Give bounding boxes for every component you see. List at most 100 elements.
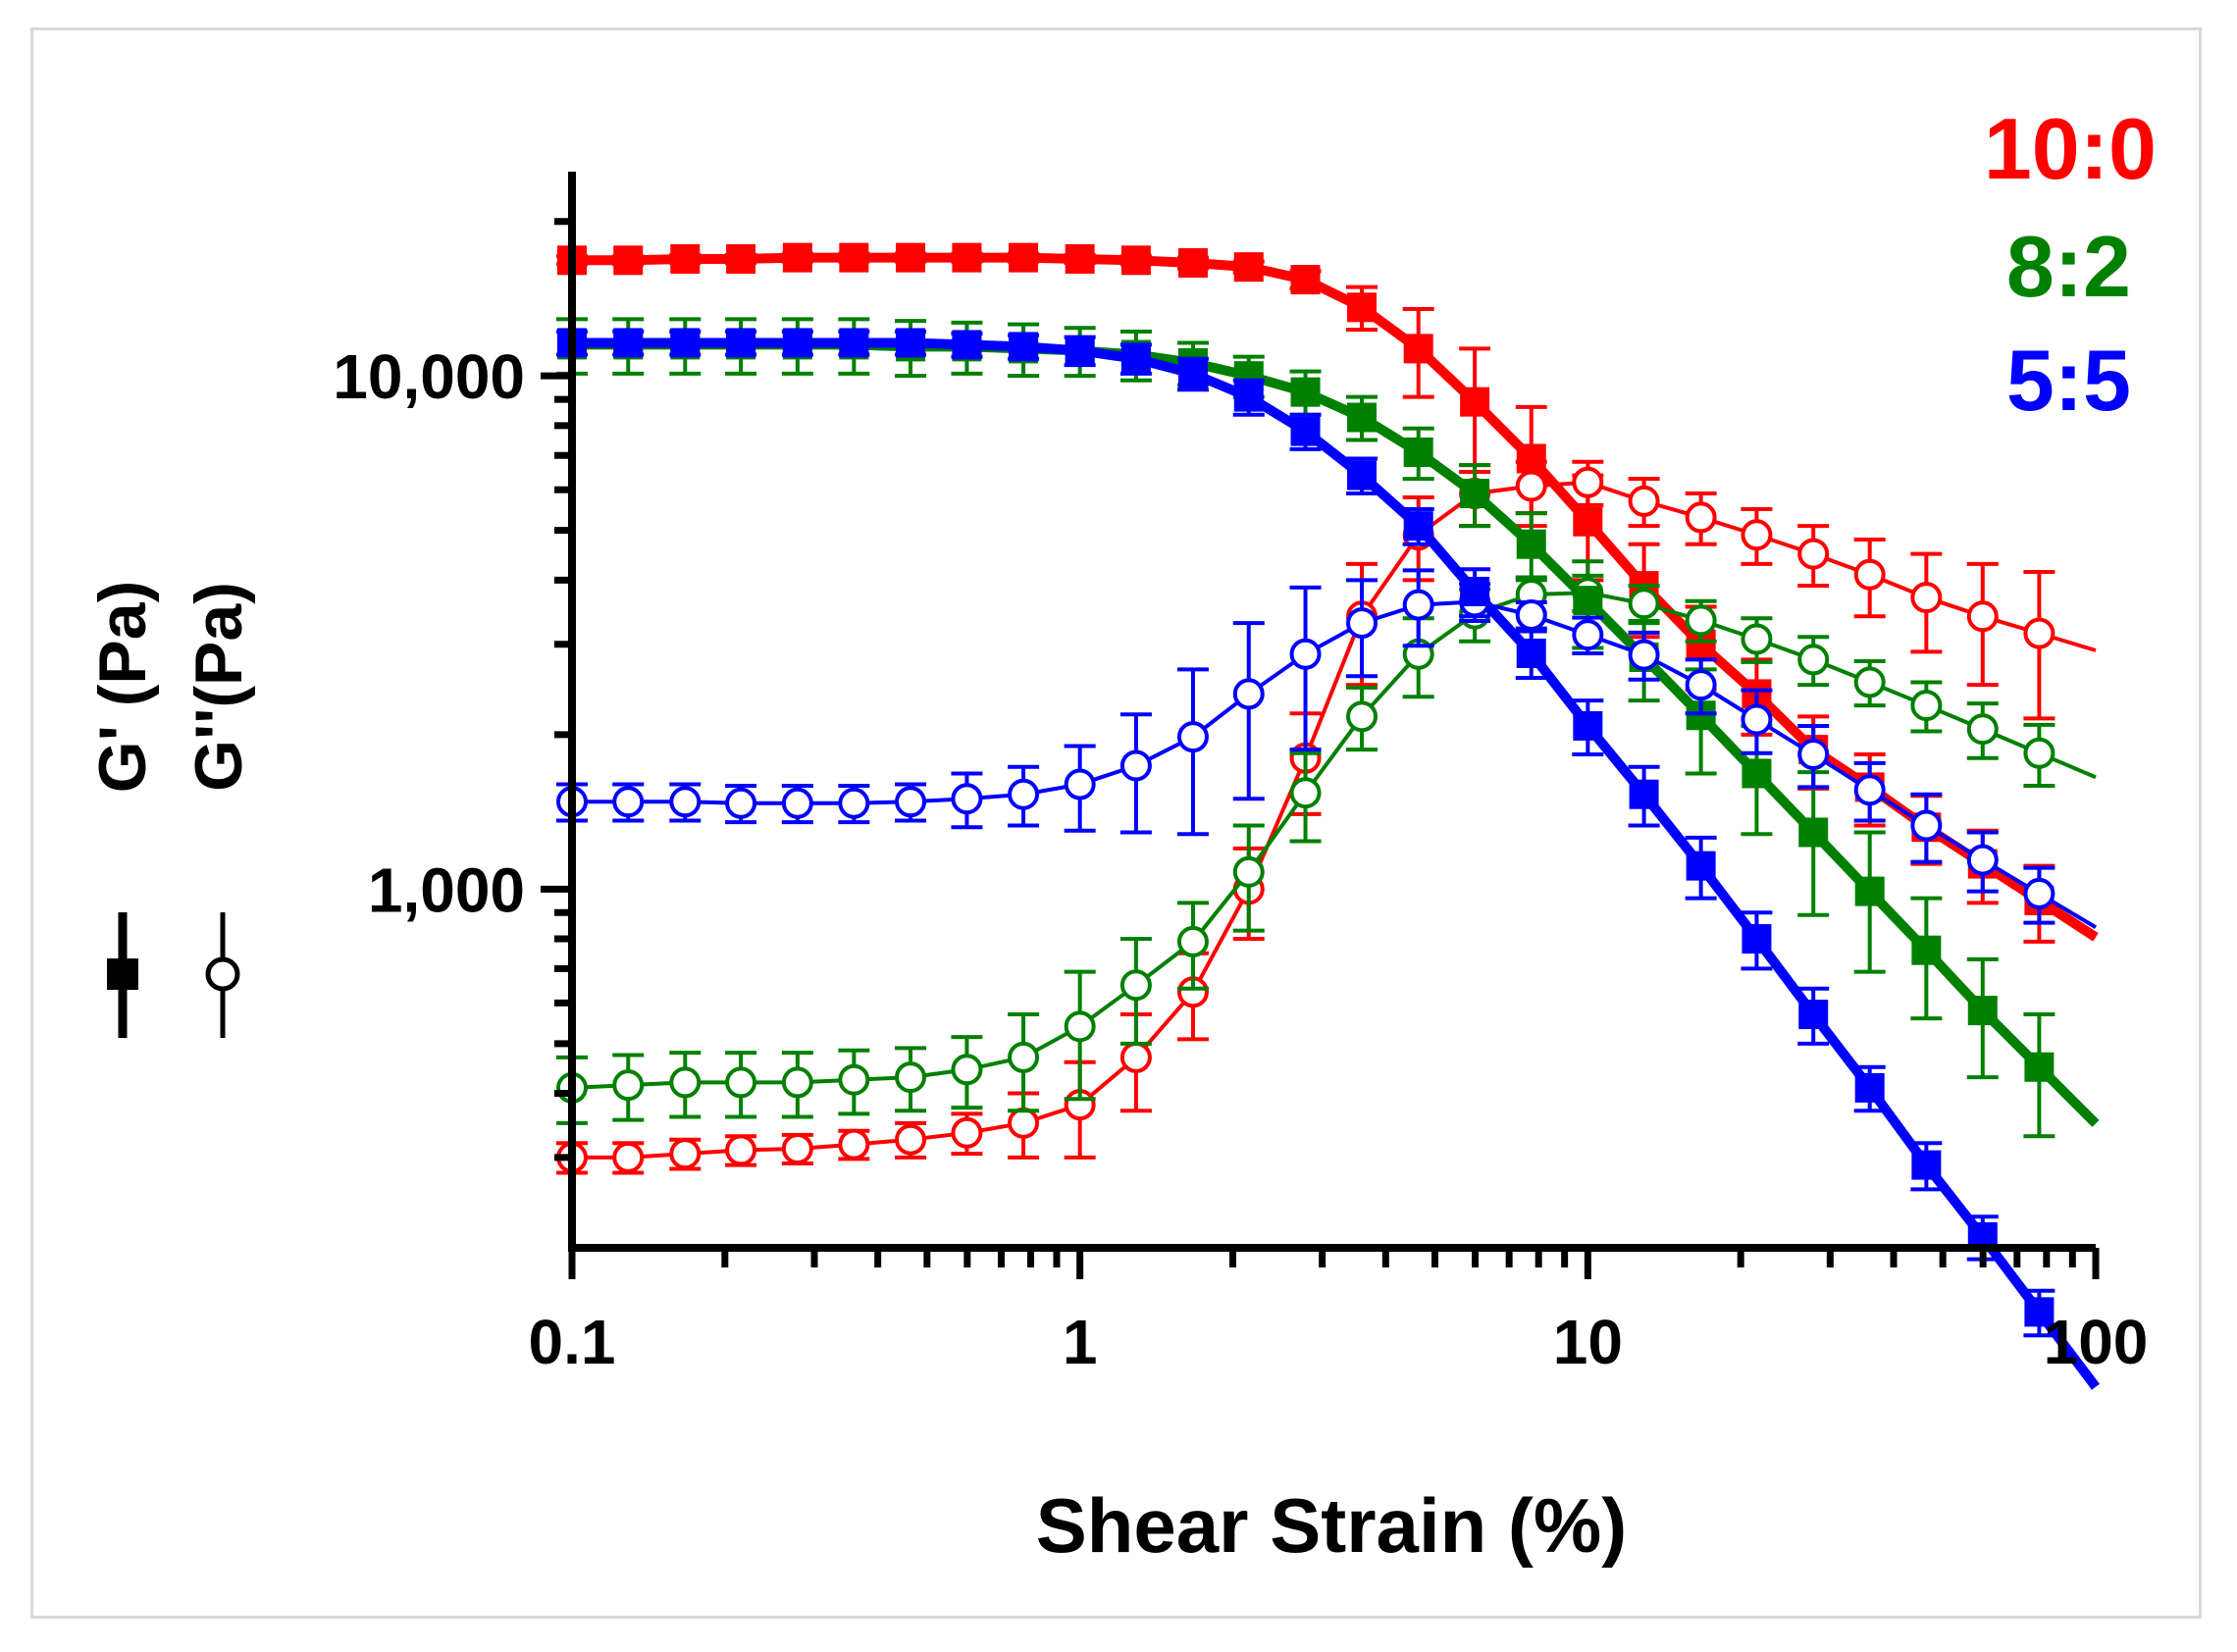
loss-point [669, 786, 702, 818]
loss-point [895, 1123, 927, 1156]
storage-point [2024, 1297, 2055, 1327]
data-layer [556, 242, 2100, 1390]
storage-point [1120, 343, 1151, 374]
loss-point [1741, 519, 1773, 551]
loss-line [572, 599, 2098, 929]
storage-point [1177, 358, 1208, 388]
loss-point [725, 787, 757, 819]
storage-point [670, 243, 701, 274]
loss-point [1119, 749, 1152, 782]
loss-point [1289, 777, 1322, 809]
x-tick-label: 1 [1063, 1307, 1098, 1377]
storage-point [1573, 710, 1603, 741]
loss-point [1685, 501, 1717, 534]
loss-point [1008, 1041, 1040, 1073]
storage-point [839, 242, 869, 273]
figure-frame [30, 27, 2202, 1619]
storage-point [613, 245, 644, 276]
loss-point [1402, 589, 1434, 621]
loss-point [1572, 619, 1604, 651]
loss-point [781, 1066, 813, 1099]
loss-point [1741, 703, 1773, 736]
loss-point [725, 1134, 757, 1166]
storage-point [1911, 935, 1942, 965]
storage-point [1177, 248, 1208, 279]
storage-point [1516, 529, 1546, 559]
loss-point [951, 1054, 983, 1086]
loss-point [1853, 774, 1886, 806]
storage-point [1233, 382, 1264, 412]
storage-point [1009, 332, 1039, 362]
storage-point [1347, 460, 1378, 490]
storage-point [1742, 924, 1772, 955]
loss-point [1289, 638, 1322, 670]
loss-point [838, 1063, 870, 1096]
storage-point [1290, 416, 1321, 446]
loss-point [2023, 617, 2055, 649]
loss-point [951, 1116, 983, 1149]
loss-point [1232, 855, 1265, 888]
loss-point [1064, 768, 1096, 800]
storage-point [670, 328, 701, 358]
y-axis-title-loss: G''(Pa) [182, 582, 256, 792]
storage-point [952, 330, 982, 360]
storage-line [572, 337, 2100, 1390]
x-tick-label: 0.1 [529, 1307, 616, 1377]
loss-point [1741, 623, 1773, 655]
loss-point [1628, 485, 1660, 517]
storage-line [572, 339, 2100, 1127]
storage-point [1460, 387, 1490, 417]
loss-point [1008, 1107, 1040, 1139]
storage-point [1347, 292, 1378, 323]
loss-point [1853, 666, 1886, 698]
storage-point [896, 242, 926, 273]
loss-point [1966, 844, 1999, 876]
x-tick-label: 100 [2044, 1307, 2149, 1377]
loss-point [1628, 588, 1660, 620]
storage-point [1065, 243, 1095, 274]
storage-point [1403, 334, 1433, 364]
storage-point [1290, 377, 1321, 407]
storage-point [1854, 1072, 1885, 1103]
loss-point [1910, 690, 1943, 722]
loss-point [1232, 678, 1265, 710]
loss-point [1797, 739, 1830, 771]
storage-point [1911, 1150, 1942, 1180]
loss-point [1797, 644, 1830, 676]
storage-point [1516, 639, 1546, 669]
loss-point [895, 1061, 927, 1094]
loss-point [1628, 639, 1660, 671]
loss-point [1346, 607, 1379, 640]
loss-point [669, 1138, 702, 1170]
loss-symbol-key [205, 912, 240, 1038]
loss-point [669, 1066, 702, 1099]
storage-point [1629, 779, 1659, 809]
loss-point [951, 783, 983, 815]
y-ticks: 1,000 10,000 [333, 218, 572, 1162]
storage-point [726, 243, 756, 274]
storage-point [1460, 577, 1490, 607]
loss-point [1119, 1041, 1152, 1073]
loss-point [781, 787, 813, 819]
loss-key-circle [205, 956, 240, 992]
y-axis-title-storage: G' (Pa) [85, 581, 160, 793]
storage-point [726, 328, 756, 358]
storage-point [1065, 336, 1095, 366]
storage-point [896, 328, 926, 358]
storage-point [1854, 876, 1885, 906]
storage-point [1347, 402, 1378, 433]
x-axis-title: Shear Strain (%) [1036, 1482, 1627, 1569]
storage-point [1120, 245, 1151, 276]
y-tick-label: 1,000 [368, 854, 525, 925]
storage-point [952, 242, 982, 273]
loss-point [1685, 669, 1717, 701]
storage-point [1403, 437, 1433, 467]
storage-point [782, 328, 812, 358]
loss-line [572, 480, 2097, 1160]
legend: 10:0 8:2 5:5 [1984, 100, 2157, 429]
loss-point [1853, 558, 1886, 591]
loss-point [612, 1141, 645, 1173]
loss-point [612, 786, 645, 818]
series-10-0 [556, 242, 2099, 1175]
